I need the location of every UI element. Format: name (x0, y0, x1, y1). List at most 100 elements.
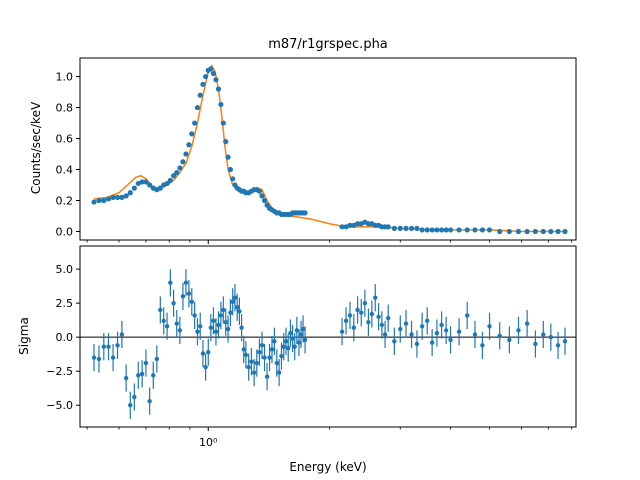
residual-point (507, 337, 512, 343)
data-point (403, 225, 409, 231)
residual-point (533, 341, 538, 347)
residual-point (429, 340, 435, 345)
data-point (497, 228, 503, 235)
residual-point (183, 280, 189, 285)
data-point (443, 227, 449, 233)
data-point (96, 197, 102, 204)
data-point (210, 70, 217, 77)
data-point (203, 73, 209, 80)
data-point (225, 154, 231, 160)
residual-point (132, 394, 137, 400)
data-point (397, 225, 403, 231)
data-point (302, 210, 308, 216)
residual-point (386, 315, 391, 321)
data-point (119, 194, 125, 200)
data-point (259, 193, 265, 199)
residual-point (123, 375, 129, 381)
data-point (123, 193, 129, 199)
residual-point (203, 364, 208, 370)
residual-point (497, 333, 502, 339)
residual-point (249, 359, 254, 364)
residual-point (472, 332, 478, 337)
residual-point (298, 332, 304, 337)
residual-point (198, 324, 203, 329)
residual-point (189, 299, 194, 304)
bottom-plot: −5.0 −2.5 0.0 2.5 5.0 10⁰ (46, 245, 577, 449)
residual-point (143, 360, 149, 366)
data-point (540, 228, 546, 235)
residual-point (206, 349, 211, 355)
data-point (131, 185, 137, 191)
residual-point (147, 398, 152, 404)
residual-point (267, 355, 272, 360)
residual-point (235, 305, 240, 310)
residual-point (221, 307, 226, 313)
data-point (105, 196, 112, 202)
residual-point (292, 344, 297, 349)
residual-point (434, 330, 440, 336)
residual-point (223, 320, 228, 325)
y-tick-label: 1.0 (56, 71, 74, 84)
model-line (93, 64, 565, 233)
y-tick-label: −2.5 (46, 365, 73, 378)
data-point (164, 180, 170, 187)
data-point (261, 197, 268, 204)
residual-point (91, 355, 97, 360)
residual-point (192, 313, 197, 318)
residual-point (274, 360, 279, 366)
y-tick-label: 0.8 (56, 102, 74, 115)
residual-point (300, 326, 306, 332)
residual-point (208, 325, 214, 330)
residual-point (262, 355, 267, 360)
data-point (555, 228, 561, 235)
residual-point (398, 326, 403, 332)
residual-point (548, 334, 554, 340)
residual-point (296, 340, 302, 345)
data-point (197, 92, 203, 98)
residual-point (230, 299, 235, 304)
residual-point (379, 322, 385, 328)
residual-point (382, 332, 388, 337)
residual-point (409, 332, 414, 337)
data-point (147, 182, 153, 188)
data-point (220, 120, 226, 126)
residual-point (343, 318, 349, 324)
data-point (339, 224, 345, 230)
top-plot: 0.0 0.2 0.4 0.6 0.8 1.0 (56, 57, 577, 244)
data-point (408, 225, 415, 231)
data-point (479, 227, 486, 233)
x-tick-label: 10⁰ (199, 436, 218, 449)
y-tick-label: 0.2 (56, 195, 74, 208)
y-tick-label: 0.0 (56, 331, 74, 344)
residual-point (186, 291, 192, 296)
residual-point (232, 295, 238, 300)
data-point (414, 225, 420, 231)
residual-point (524, 321, 530, 326)
data-point (180, 159, 186, 165)
residual-point (286, 345, 291, 351)
residual-point (225, 326, 231, 332)
residual-point (257, 349, 262, 355)
chart-title: m87/r1grspec.pha (268, 37, 388, 52)
data-point (472, 227, 478, 233)
residual-point (211, 318, 216, 324)
data-point (189, 131, 195, 137)
residual-point (246, 364, 251, 370)
data-point (456, 227, 462, 233)
residual-point (139, 371, 145, 377)
residual-point (151, 373, 156, 378)
residual-point (239, 325, 244, 330)
y-tick-label: 5.0 (56, 263, 74, 276)
y-tick-label: 0.4 (56, 164, 74, 177)
residual-point (302, 337, 308, 343)
data-point (177, 165, 183, 171)
data-point (167, 177, 173, 183)
residual-point (276, 370, 282, 375)
data-point (347, 222, 353, 228)
data-point (143, 179, 149, 185)
residual-point (279, 354, 284, 359)
data-point (110, 194, 116, 200)
data-point (354, 221, 361, 227)
data-point (429, 227, 435, 233)
residual-point (355, 307, 360, 313)
